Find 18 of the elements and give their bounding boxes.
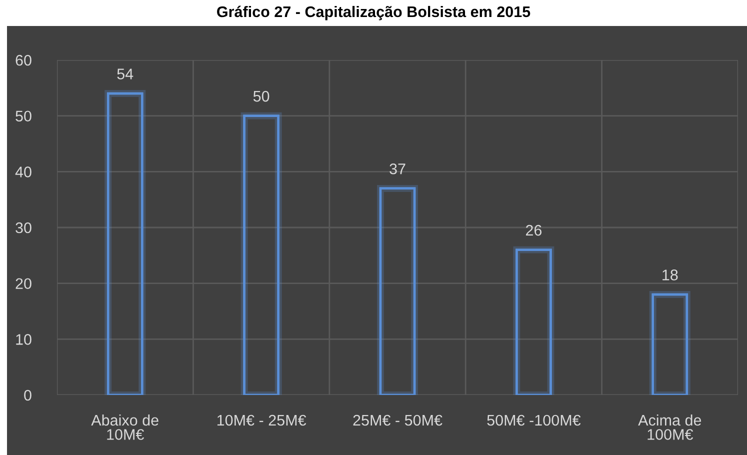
y-tick-label: 30 [16,222,32,234]
y-tick-label: 10 [16,334,32,345]
chart-title: Gráfico 27 - Capitalização Bolsista em 2015 [217,6,530,20]
y-tick-label: 40 [15,166,32,178]
x-tick-label: Acima de 100M€ [638,414,702,440]
x-tick-label: Abaixo de 10M€ [91,414,158,440]
data-label: 50 [253,90,270,102]
y-tick-label: 50 [16,110,32,122]
x-tick-label: 25M€ - 50M€ [353,414,442,426]
data-label: 37 [390,163,406,174]
y-tick-label: 20 [16,278,32,290]
x-tick-label: 10M€ - 25M€ [217,414,306,426]
data-label: 26 [526,224,542,236]
y-tick-label: 60 [16,54,32,66]
data-label: 18 [662,270,678,280]
y-tick-label: 0 [24,390,32,401]
data-label: 54 [117,68,134,80]
x-tick-label: 50M€ -100M€ [487,414,581,426]
